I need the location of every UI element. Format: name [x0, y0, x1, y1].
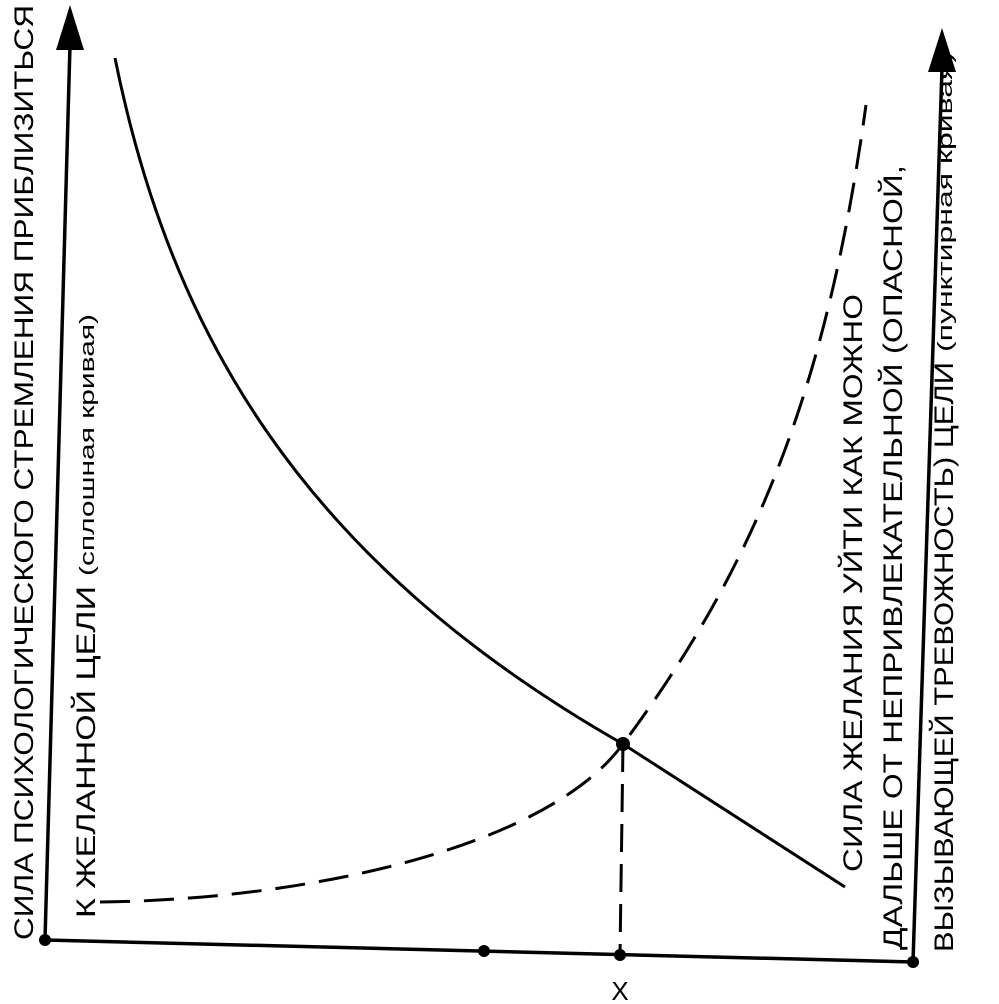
left-axis-line — [43, 44, 72, 941]
left-axis-arrow-icon — [56, 5, 84, 50]
intersection-point — [616, 737, 630, 751]
left-axis-label-line1: СИЛА ПСИХОЛОГИЧЕСКОГО СТРЕМЛЕНИЯ ПРИБЛИЗ… — [9, 5, 39, 940]
left-axis-label-note: (сплошная кривая) — [77, 314, 99, 576]
right-axis-label-note: (пунктирная кривая) — [935, 52, 957, 352]
right-axis-label-line3: ВЫЗЫВАЮЩЕЙ ТРЕВОЖНОСТЬ) ЦЕЛИ — [928, 362, 959, 952]
avoidance-curve-dashed — [99, 104, 868, 904]
right-axis-label-line2: ДАЛЬШЕ ОТ НЕПРИВЛЕКАТЕЛЬНОЙ (ОПАСНОЙ, — [877, 165, 908, 950]
right-axis-label-line1: СИЛА ЖЕЛАНИЯ УЙТИ КАК МОЖНО — [837, 294, 868, 872]
midpoint-dot — [478, 945, 490, 957]
equilibrium-drop-line — [618, 743, 625, 956]
origin-left-dot — [39, 934, 51, 946]
right-axis-arrow-icon — [928, 28, 956, 72]
right-axis-line — [911, 67, 944, 963]
origin-right-dot — [907, 956, 919, 968]
left-axis-label-line2: К ЖЕЛАННОЙ ЦЕЛИ — [70, 586, 101, 918]
x-marker-label: X — [611, 976, 628, 1004]
approach-curve-solid — [113, 57, 846, 889]
